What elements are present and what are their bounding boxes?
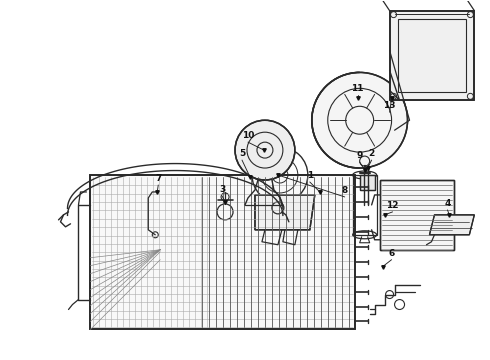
Text: 6: 6 [389,249,395,258]
Text: 4: 4 [444,199,451,208]
Polygon shape [360,175,375,190]
Text: 9: 9 [357,151,363,160]
Circle shape [235,120,295,180]
Text: 1: 1 [307,171,313,180]
Text: 8: 8 [342,186,348,195]
Polygon shape [255,195,315,230]
Polygon shape [429,215,474,235]
Text: 11: 11 [351,84,364,93]
Text: 5: 5 [239,149,245,158]
Text: 10: 10 [242,131,254,140]
Polygon shape [380,180,454,250]
Text: 12: 12 [386,201,399,210]
Text: 7: 7 [155,174,161,183]
Text: 3: 3 [219,185,225,194]
Circle shape [312,72,408,168]
Text: 2: 2 [368,149,375,158]
Text: 13: 13 [383,101,396,110]
Polygon shape [91,175,355,329]
Polygon shape [390,11,474,100]
